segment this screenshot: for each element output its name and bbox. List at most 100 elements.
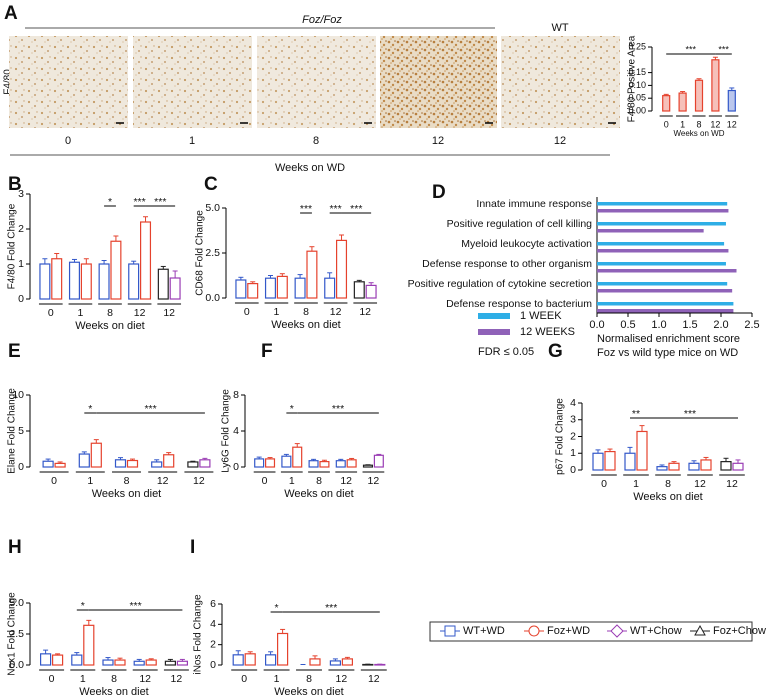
- y-tick-label: 2: [570, 430, 576, 442]
- bar: [597, 269, 737, 273]
- y-tick-label: 0.25: [628, 41, 646, 51]
- x-tick-label: 8: [696, 119, 701, 129]
- y-axis-label: CD68 Fold Change: [195, 210, 206, 296]
- bar: [597, 309, 734, 313]
- x-tick-label: 0: [601, 478, 607, 490]
- x-tick-label: 1: [77, 307, 83, 319]
- x-tick-label: 8: [111, 673, 117, 685]
- panel-letter: I: [190, 537, 195, 558]
- y-axis-label: F4/80 Positive Area: [627, 35, 638, 122]
- x-tick-label: 8: [665, 478, 671, 490]
- term-label: Positive regulation of cell killing: [447, 218, 592, 230]
- significance-label: ***: [300, 203, 312, 215]
- bar: [604, 450, 616, 471]
- bar: [51, 654, 64, 666]
- bar: [309, 658, 321, 666]
- bar: [140, 221, 152, 300]
- x-tick-label: 12: [134, 307, 146, 319]
- x-tick-label: 0: [48, 307, 54, 319]
- y-tick-label: 4: [570, 397, 576, 409]
- bar: [732, 462, 744, 471]
- bar: [656, 466, 668, 471]
- bar: [110, 240, 122, 300]
- panel-letter: A: [4, 3, 18, 24]
- term-label: Positive regulation of cytokine secretio…: [408, 278, 593, 290]
- control-label: WT: [551, 22, 568, 34]
- bar: [42, 460, 54, 468]
- significance-label: *: [290, 403, 294, 415]
- significance-label: ***: [144, 403, 156, 415]
- bar: [98, 263, 110, 300]
- y-tick-label: 5.0: [9, 597, 24, 609]
- x-tick-label: 8: [303, 306, 309, 318]
- x-tick-label: 8: [306, 673, 312, 685]
- y-tick-label: 0: [233, 461, 239, 473]
- significance-label: ***: [325, 602, 337, 614]
- panel-letter: G: [548, 341, 563, 362]
- micrograph: [133, 36, 252, 128]
- x-tick-label: 12: [368, 673, 380, 685]
- x-tick-label: 12: [710, 119, 720, 129]
- significance-label: ***: [684, 408, 696, 420]
- x-tick-label: 12: [727, 119, 737, 129]
- x-tick-label: 1: [633, 478, 639, 490]
- bar: [306, 250, 318, 299]
- bar: [662, 95, 671, 112]
- y-tick-label: 1: [18, 258, 24, 270]
- x-axis-label: Normalised enrichment score: [597, 333, 740, 345]
- bar: [597, 289, 733, 293]
- bar: [292, 446, 303, 468]
- legend-label: WT+Chow: [630, 625, 682, 637]
- panel-letter: E: [8, 341, 21, 362]
- y-axis-label: Nox1 Fold Change: [7, 592, 18, 676]
- bar: [232, 654, 244, 666]
- bar: [164, 660, 176, 666]
- term-label: Innate immune response: [476, 198, 592, 210]
- x-tick-label: 12: [139, 673, 151, 685]
- x-tick-label: 12: [694, 478, 706, 490]
- x-tick-label: 8: [316, 475, 322, 487]
- group-label: Foz/Foz: [302, 14, 342, 26]
- bar: [80, 263, 92, 300]
- y-axis-label: iNos Fold Change: [193, 594, 204, 674]
- image-week: 0: [65, 135, 71, 147]
- x-tick-label: 2.5: [744, 319, 759, 331]
- x-tick-label: 12: [163, 307, 175, 319]
- bar: [244, 653, 256, 666]
- y-tick-label: 3: [570, 414, 576, 426]
- x-axis-label: Weeks on diet: [92, 488, 162, 500]
- x-tick-label: 12: [340, 475, 352, 487]
- panel-letter: B: [8, 174, 22, 195]
- bar: [71, 654, 83, 666]
- x-tick-label: 12: [368, 475, 380, 487]
- x-tick-label: 0: [241, 673, 247, 685]
- y-axis-label: Ly6G Fold Change: [221, 389, 232, 473]
- x-tick-label: 8: [124, 475, 130, 487]
- significance-label: *: [275, 602, 279, 614]
- stain-label: F4/80: [3, 69, 14, 95]
- legend-box: [429, 621, 753, 642]
- bar: [281, 455, 292, 468]
- x-axis-label: Weeks on WD: [674, 129, 725, 138]
- x-axis-label: Weeks on diet: [284, 488, 354, 500]
- significance-label: ***: [350, 203, 362, 215]
- legend-label: 1 WEEK: [520, 310, 562, 322]
- y-tick-label: 6: [210, 598, 216, 610]
- bar: [51, 258, 63, 300]
- panel-letter: F: [261, 341, 273, 362]
- y-tick-label: 0: [570, 464, 576, 476]
- bar: [247, 283, 259, 299]
- bar: [39, 653, 52, 666]
- bar: [102, 659, 114, 666]
- x-tick-label: 0: [51, 475, 57, 487]
- panel-letter: C: [204, 174, 218, 195]
- bar: [711, 59, 720, 112]
- legend-marker: [444, 625, 456, 637]
- legend-label: Foz+WD: [547, 625, 590, 637]
- y-tick-label: 0: [210, 659, 216, 671]
- x-tick-label: 12: [330, 306, 342, 318]
- bar: [336, 239, 348, 299]
- x-tick-label: 8: [107, 307, 113, 319]
- bar: [362, 464, 373, 468]
- x-tick-label: 1.5: [682, 319, 697, 331]
